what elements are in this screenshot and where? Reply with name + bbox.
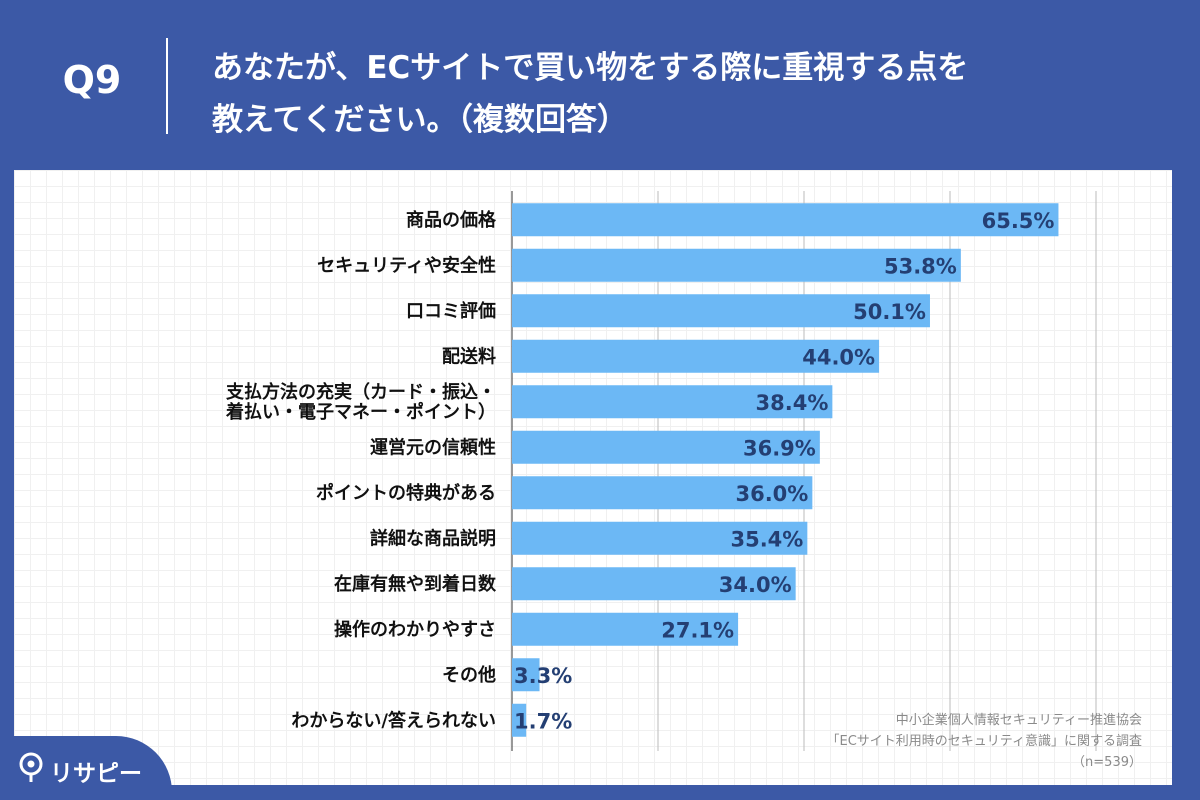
- category-label: 商品の価格: [406, 209, 497, 231]
- value-label: 35.4%: [730, 527, 803, 551]
- source-note: 中小企業個人情報セキュリティー推進協会 「ECサイト利用時のセキュリティ意識」に…: [826, 710, 1142, 773]
- category-label: 配送料: [442, 345, 496, 367]
- logo-text: リサピー: [50, 761, 142, 787]
- value-label: 3.3%: [514, 664, 572, 688]
- bar: [512, 248, 961, 282]
- value-label: 36.0%: [735, 482, 808, 506]
- category-label: わからない/答えられない: [291, 709, 496, 731]
- bar: [512, 385, 833, 419]
- question-title-line-2: 教えてください。（複数回答）: [212, 102, 629, 138]
- value-label: 53.8%: [884, 254, 957, 278]
- category-label: その他: [442, 664, 496, 686]
- category-label: 詳細な商品説明: [370, 527, 496, 549]
- bar: [512, 703, 527, 737]
- bar: [512, 430, 820, 464]
- header-divider: [166, 38, 168, 134]
- question-number: Q9: [62, 58, 122, 102]
- bar: [512, 476, 813, 510]
- category-label: 操作のわかりやすさ: [334, 618, 496, 640]
- bar: [512, 658, 540, 692]
- value-label: 36.9%: [743, 436, 816, 460]
- value-label: 38.4%: [756, 391, 829, 415]
- brand-logo: リサピー: [0, 736, 172, 800]
- bar-chart: 商品の価格 65.5% セキュリティや安全性 53.8% 口コミ評価 50.1% 配送料 44…: [225, 191, 1097, 751]
- pin-icon: [19, 752, 43, 782]
- source-organization: 中小企業個人情報セキュリティー推進協会: [895, 713, 1142, 728]
- value-label: 65.5%: [982, 209, 1055, 233]
- source-sample-size: （n=539）: [1072, 755, 1142, 770]
- category-label: 運営元の信頼性: [370, 436, 496, 458]
- bar: [512, 612, 739, 646]
- source-survey-name: 「ECサイト利用時のセキュリティ意識」に関する調査: [826, 734, 1142, 749]
- bar: [512, 567, 796, 601]
- chart-panel: 商品の価格 65.5% セキュリティや安全性 53.8% 口コミ評価 50.1% 配送料 44…: [14, 170, 1172, 785]
- value-label: 44.0%: [802, 345, 875, 369]
- category-label: セキュリティや安全性: [317, 254, 496, 276]
- category-label: 支払方法の充実（カード・振込・着払い・電子マネー・ポイント）: [225, 381, 496, 423]
- value-label: 1.7%: [514, 709, 572, 733]
- category-label: ポイントの特典がある: [316, 482, 496, 504]
- question-title-line-1: あなたが、ECサイトで買い物をする際に重視する点を: [212, 50, 969, 86]
- question-title: あなたが、ECサイトで買い物をする際に重視する点を 教えてください。（複数回答）: [212, 42, 1172, 146]
- value-label: 27.1%: [661, 618, 734, 642]
- value-label: 34.0%: [719, 573, 792, 597]
- bar: [512, 203, 1059, 237]
- category-label: 口コミ評価: [406, 300, 496, 322]
- bar: [512, 294, 930, 328]
- category-label: 在庫有無や到着日数: [334, 573, 497, 595]
- bar: [512, 521, 808, 555]
- value-label: 50.1%: [853, 300, 926, 324]
- bar: [512, 339, 880, 373]
